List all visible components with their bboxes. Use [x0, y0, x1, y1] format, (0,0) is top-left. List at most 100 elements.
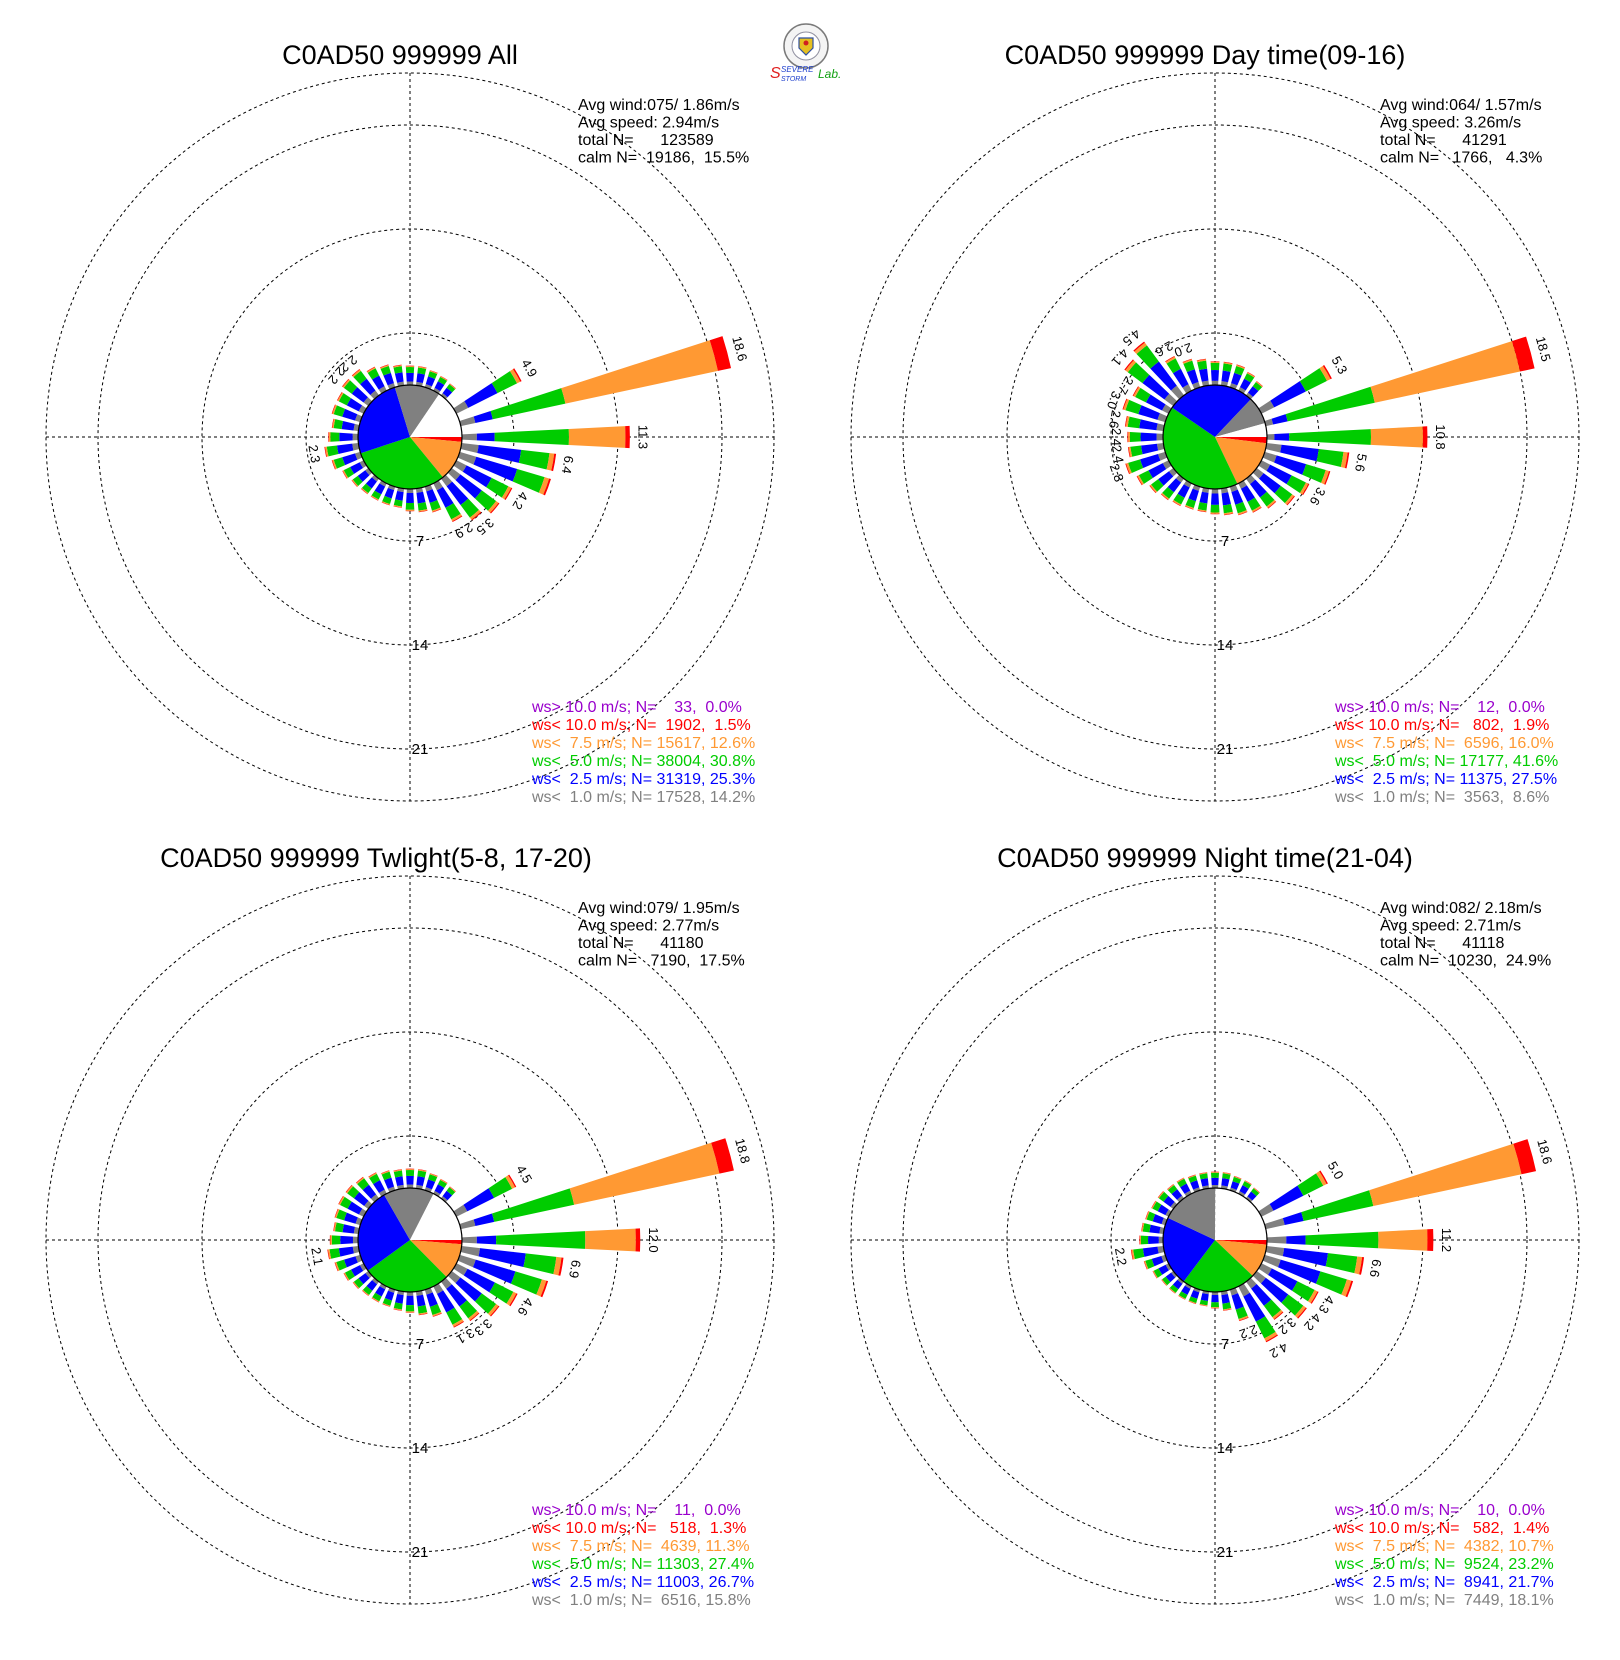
bar-segment-lt1 [1266, 434, 1275, 440]
bar-segment-lt5 [1166, 358, 1181, 374]
bar-segment-lt10 [342, 470, 348, 479]
legend: ws> 10.0 m/s; N= 12, 0.0%ws< 10.0 m/s; N… [1334, 699, 1558, 806]
bar-segment-lt5 [405, 367, 415, 373]
bar-segment-lt10 [1238, 511, 1248, 516]
bar-segment-lt10 [352, 1282, 359, 1289]
bar-segment-lt10 [1127, 446, 1131, 458]
bar-value-label: 11.2 [1439, 1228, 1454, 1252]
bar-segment-lt10 [1265, 1334, 1278, 1343]
bar-segment-lt2-5 [1140, 432, 1157, 442]
bar-segment-lt10 [508, 1174, 517, 1188]
direction-bar [1184, 484, 1201, 510]
legend-entry: ws< 5.0 m/s; N= 38004, 30.8% [531, 753, 755, 770]
bar-segment-lt10 [1199, 1304, 1208, 1307]
bar-segment-lt7-5 [393, 1169, 402, 1172]
bar-value-label: 6.6 [1367, 1258, 1385, 1278]
bar-segment-lt1 [1258, 1204, 1274, 1217]
direction-bar [1187, 1174, 1201, 1193]
bar-segment-lt7-5 [393, 505, 402, 508]
bar-segment-lt1 [387, 1186, 396, 1193]
bar-segment-lt5 [446, 1307, 463, 1325]
legend-entry: ws< 7.5 m/s; N= 15617, 12.6% [531, 735, 755, 752]
bar-segment-lt7-5 [1199, 1304, 1208, 1307]
bar-segment-lt5 [1234, 365, 1245, 376]
bar-segment-lt5 [1125, 399, 1142, 415]
bar-segment-lt5 [1297, 1173, 1324, 1196]
bar-segment-lt2-5 [350, 1265, 364, 1277]
bar-value-label: 5.3 [1329, 354, 1351, 377]
bar-segment-lt7-5 [536, 1279, 547, 1297]
bar-segment-lt7-5 [1264, 1331, 1278, 1342]
pie-slice-lt7-5 [410, 1240, 462, 1277]
bar-segment-lt7-5 [351, 479, 359, 487]
direction-bar [433, 1178, 448, 1197]
bar-segment-lt5 [428, 371, 438, 379]
bar-segment-lt7-5 [553, 1256, 562, 1276]
bar-segment-lt1 [379, 480, 387, 487]
legend-entry: ws< 10.0 m/s; N= 1902, 1.5% [531, 717, 751, 734]
bar-segment-lt7-5 [1354, 1256, 1363, 1275]
bar-segment-lt1 [1258, 1263, 1272, 1275]
bar-segment-lt10 [1157, 1191, 1164, 1198]
legend-entry: ws> 10.0 m/s; N= 12, 0.0% [1334, 699, 1545, 716]
bar-segment-lt7-5 [1185, 505, 1194, 510]
bar-segment-lt2-5 [1151, 1256, 1164, 1267]
bar-segment-lt1 [1165, 1209, 1172, 1217]
bar-segment-lt7-5 [1308, 1289, 1318, 1304]
bar-segment-lt2-5 [384, 1177, 395, 1189]
stat-line: Avg speed: 3.26m/s [1380, 115, 1521, 132]
bar-segment-lt7-5 [418, 366, 427, 369]
bar-segment-lt2-5 [1148, 1236, 1159, 1244]
bar-segment-lt1 [1262, 451, 1277, 463]
pie-slice-lt2-5 [358, 1194, 410, 1271]
legend-entry: ws< 1.0 m/s; N= 17528, 14.2% [531, 789, 755, 806]
bar-segment-lt2-5 [416, 1294, 426, 1307]
direction-bar [1220, 487, 1234, 516]
bar-segment-lt1 [433, 480, 443, 491]
bar-segment-lt1 [457, 451, 477, 465]
bar-value-label: 10.8 [1433, 424, 1448, 449]
wind-rose-panel: C0AD50 999999 Twlight(5-8, 17-20) 7 14 21 4.… [45, 843, 775, 1609]
bar-segment-lt10 [336, 392, 343, 401]
ring-label: 14 [1217, 637, 1234, 654]
bar-segment-lt7-5 [1126, 462, 1132, 474]
bar-segment-lt1 [441, 393, 448, 400]
pie-slice-lt1 [1167, 1188, 1216, 1240]
legend-entry: ws< 10.0 m/s; N= 518, 1.3% [531, 1520, 746, 1537]
bar-segment-lt10 [1122, 398, 1128, 410]
bar-segment-lt1 [1238, 1283, 1250, 1297]
stat-line: Avg speed: 2.77m/s [578, 918, 719, 935]
bar-segment-lt1 [441, 1277, 452, 1289]
bar-segment-lt2-5 [1240, 485, 1255, 502]
bar-segment-lt1 [1156, 442, 1165, 451]
bar-segment-lt2-5 [340, 1235, 354, 1245]
bar-segment-lt7-5 [332, 418, 336, 429]
stat-line: calm N= 10230, 24.9% [1380, 953, 1551, 970]
bar-segment-lt10 [1513, 1139, 1537, 1175]
bar-segment-lt2-5 [395, 490, 404, 501]
pie-slice-lt1 [1215, 399, 1266, 437]
bar-segment-lt1 [406, 1291, 414, 1296]
bar-value-label: 18.6 [1534, 1137, 1555, 1165]
bar-segment-lt2-5 [1271, 414, 1288, 425]
bar-segment-lt5 [335, 1222, 344, 1233]
bar-segment-lt5 [1129, 431, 1141, 443]
bar-segment-lt2-5 [1158, 1264, 1169, 1275]
ring-label: 21 [412, 741, 429, 758]
pie-slice-lt5 [360, 437, 443, 489]
speed-pie [1162, 1187, 1268, 1293]
bar-segment-lt7-5 [353, 1281, 360, 1289]
bar-segment-lt2-5 [1269, 1185, 1304, 1211]
bar-segment-lt2-5 [395, 1293, 404, 1304]
legend-entry: ws> 10.0 m/s; N= 11, 0.0% [531, 1502, 741, 1519]
bar-segment-lt1 [358, 1208, 367, 1217]
direction-bar: 3.2 [1246, 1277, 1299, 1338]
direction-bar [457, 451, 551, 496]
bar-segment-lt5 [1259, 491, 1275, 507]
bar-value-label: 4.2 [1267, 1339, 1290, 1361]
bar-segment-lt7-5 [1223, 362, 1233, 365]
bar-segment-lt10 [490, 502, 500, 514]
bar-segment-lt1 [379, 1283, 387, 1290]
panel-title: C0AD50 999999 All [282, 40, 518, 70]
